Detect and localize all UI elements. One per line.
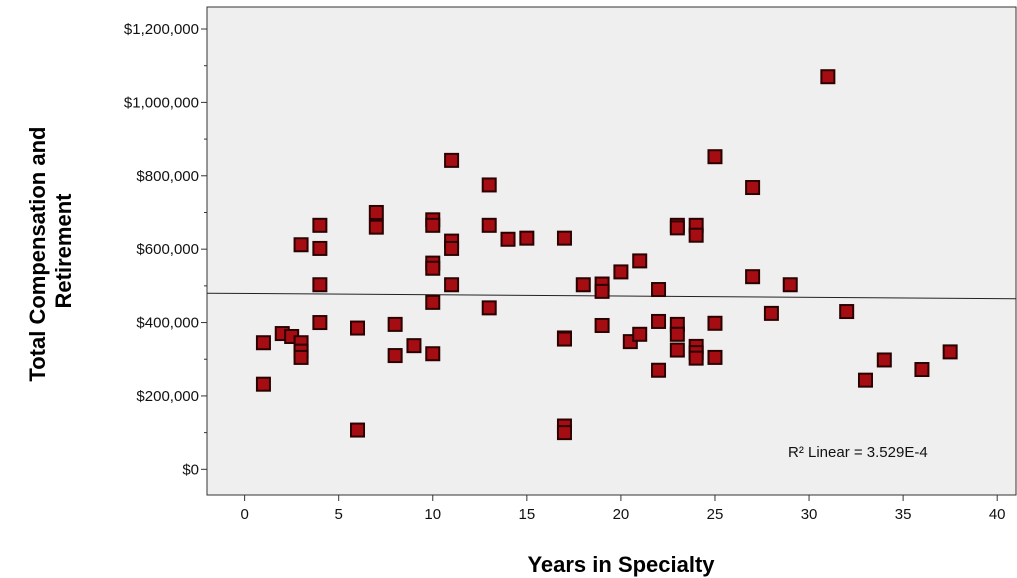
data-point xyxy=(312,315,328,331)
data-point xyxy=(707,315,723,331)
data-point xyxy=(387,348,403,364)
data-point xyxy=(350,422,366,438)
data-point xyxy=(481,177,497,193)
data-point xyxy=(839,304,855,320)
data-point xyxy=(688,227,704,243)
data-point xyxy=(556,331,572,347)
data-point xyxy=(387,316,403,332)
x-tick-label: 30 xyxy=(801,506,818,523)
data-point xyxy=(425,346,441,362)
plot-area xyxy=(206,6,1017,496)
y-tick-label: $800,000 xyxy=(136,168,199,185)
data-point xyxy=(594,317,610,333)
data-point xyxy=(481,217,497,233)
data-point xyxy=(556,230,572,246)
x-tick-label: 20 xyxy=(613,506,630,523)
data-point xyxy=(763,305,779,321)
y-axis-title: Total Compensation and Retirement xyxy=(25,120,76,381)
data-point xyxy=(575,277,591,293)
data-point xyxy=(914,362,930,378)
y-axis-title-line-2: Retirement xyxy=(51,193,76,309)
data-point xyxy=(594,283,610,299)
data-point xyxy=(406,338,422,354)
y-axis-title-line-1: Total Compensation and xyxy=(25,127,50,382)
x-tick-label: 0 xyxy=(240,506,248,523)
data-point xyxy=(444,240,460,256)
data-points xyxy=(255,69,958,441)
y-tick-label: $1,200,000 xyxy=(124,21,199,38)
data-point xyxy=(876,352,892,368)
data-point xyxy=(651,282,667,298)
data-point xyxy=(293,237,309,253)
data-point xyxy=(312,277,328,293)
data-point xyxy=(782,277,798,293)
x-tick-label: 5 xyxy=(335,506,343,523)
x-tick-label: 25 xyxy=(707,506,724,523)
data-point xyxy=(350,320,366,336)
data-point xyxy=(368,219,384,235)
x-tick-label: 15 xyxy=(518,506,535,523)
y-tick-label: $200,000 xyxy=(136,388,199,405)
x-tick-label: 35 xyxy=(895,506,912,523)
data-point xyxy=(942,344,958,360)
data-point xyxy=(255,376,271,392)
data-point xyxy=(425,294,441,310)
data-point xyxy=(745,269,761,285)
data-point xyxy=(425,217,441,233)
y-tick-label: $600,000 xyxy=(136,241,199,258)
data-point xyxy=(651,313,667,329)
data-point xyxy=(613,264,629,280)
data-point xyxy=(481,300,497,316)
r-squared-annotation: R² Linear = 3.529E-4 xyxy=(788,444,928,461)
data-point xyxy=(444,152,460,168)
data-point xyxy=(425,260,441,276)
data-point xyxy=(707,149,723,165)
x-tick-label: 40 xyxy=(989,506,1006,523)
data-point xyxy=(857,372,873,388)
data-point xyxy=(556,425,572,441)
data-point xyxy=(500,231,516,247)
data-point xyxy=(651,362,667,378)
data-point xyxy=(669,326,685,342)
data-point xyxy=(368,204,384,220)
x-axis-title: Years in Specialty xyxy=(527,552,715,577)
data-point xyxy=(293,349,309,365)
data-point xyxy=(444,277,460,293)
data-point xyxy=(669,220,685,236)
data-point xyxy=(745,180,761,196)
data-point xyxy=(519,230,535,246)
data-point xyxy=(688,350,704,366)
y-tick-label: $400,000 xyxy=(136,315,199,332)
data-point xyxy=(632,326,648,342)
data-point xyxy=(632,253,648,269)
data-point xyxy=(669,342,685,358)
x-tick-label: 10 xyxy=(424,506,441,523)
y-axis: $0 $200,000 $400,000 $600,000 $800,000 $1,000… xyxy=(124,21,207,478)
data-point xyxy=(707,349,723,365)
data-point xyxy=(820,69,836,85)
data-point xyxy=(312,240,328,256)
y-tick-label: $0 xyxy=(182,461,199,478)
linear-fit-line xyxy=(206,292,1017,300)
data-point xyxy=(255,335,271,351)
y-tick-label: $1,000,000 xyxy=(124,94,199,111)
data-point xyxy=(312,217,328,233)
x-axis: 0 5 10 15 20 25 30 35 40 xyxy=(240,495,1006,523)
